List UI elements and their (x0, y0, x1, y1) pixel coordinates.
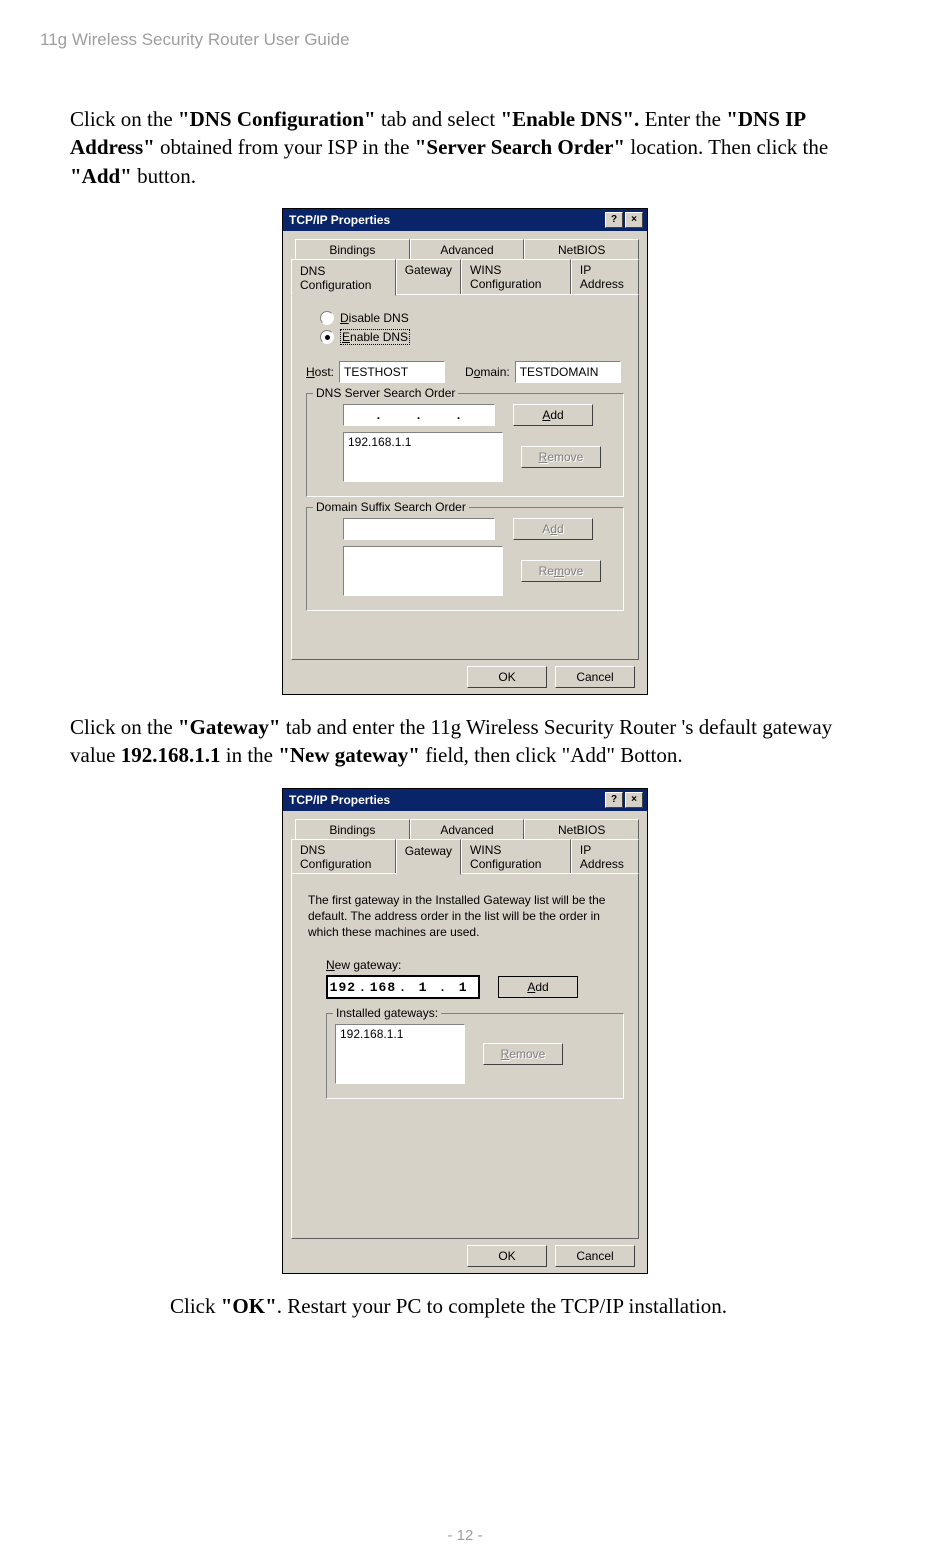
tab-advanced[interactable]: Advanced (410, 239, 525, 260)
gateway-properties-dialog: TCP/IP Properties ? × Bindings Advanced … (282, 788, 648, 1274)
tab-dns-configuration[interactable]: DNS Configuration (291, 839, 396, 874)
ok-button[interactable]: OK (467, 1245, 547, 1267)
ok-button[interactable]: OK (467, 666, 547, 688)
titlebar: TCP/IP Properties ? × (283, 789, 647, 811)
tab-bindings[interactable]: Bindings (295, 239, 410, 260)
tab-advanced[interactable]: Advanced (410, 819, 525, 840)
dialog-title: TCP/IP Properties (289, 213, 390, 227)
cancel-button[interactable]: Cancel (555, 1245, 635, 1267)
tab-gateway[interactable]: Gateway (396, 839, 461, 875)
suffix-remove-button[interactable]: Remove (521, 560, 601, 582)
installed-gateways-group: Installed gateways: 192.168.1.1 Remove (326, 1013, 624, 1099)
dns-properties-dialog: TCP/IP Properties ? × Bindings Advanced … (282, 208, 648, 695)
domain-suffix-group: Domain Suffix Search Order Add Remove (306, 507, 624, 611)
installed-gateways-label: Installed gateways: (333, 1006, 441, 1020)
titlebar: TCP/IP Properties ? × (283, 209, 647, 231)
new-gateway-label: New gateway: (326, 958, 624, 972)
gateway-remove-button[interactable]: Remove (483, 1043, 563, 1065)
tab-netbios[interactable]: NetBIOS (524, 239, 639, 260)
paragraph-3: Click "OK". Restart your PC to complete … (170, 1292, 860, 1320)
dns-add-button[interactable]: Add (513, 404, 593, 426)
dns-ip-input[interactable]: ... (343, 404, 495, 426)
suffix-list[interactable] (343, 546, 503, 596)
tab-netbios[interactable]: NetBIOS (524, 819, 639, 840)
new-gateway-input[interactable]: 192.168.1.1 (326, 975, 480, 999)
domain-input[interactable]: TESTDOMAIN (515, 361, 621, 383)
suffix-add-button[interactable]: Add (513, 518, 593, 540)
tab-gateway[interactable]: Gateway (396, 259, 461, 295)
close-icon[interactable]: × (625, 792, 643, 808)
tab-ip-address[interactable]: IP Address (571, 259, 639, 295)
tab-wins[interactable]: WINS Configuration (461, 839, 571, 874)
close-icon[interactable]: × (625, 212, 643, 228)
dns-remove-button[interactable]: Remove (521, 446, 601, 468)
suffix-input[interactable] (343, 518, 495, 540)
installed-gateways-list[interactable]: 192.168.1.1 (335, 1024, 465, 1084)
enable-dns-radio[interactable] (320, 330, 334, 344)
domain-label: Domain: (465, 365, 510, 379)
tab-wins[interactable]: WINS Configuration (461, 259, 571, 295)
host-input[interactable]: TESTHOST (339, 361, 445, 383)
dialog-title: TCP/IP Properties (289, 793, 390, 807)
paragraph-1: Click on the "DNS Configuration" tab and… (70, 105, 860, 190)
gateway-add-button[interactable]: Add (498, 976, 578, 998)
disable-dns-label: Disable DNS (340, 311, 409, 325)
help-icon[interactable]: ? (605, 212, 623, 228)
paragraph-2: Click on the "Gateway" tab and enter the… (70, 713, 860, 770)
dns-server-search-order-group: DNS Server Search Order ... Add 192.168.… (306, 393, 624, 497)
tab-bindings[interactable]: Bindings (295, 819, 410, 840)
cancel-button[interactable]: Cancel (555, 666, 635, 688)
dns-list[interactable]: 192.168.1.1 (343, 432, 503, 482)
host-label: Host: (306, 365, 334, 379)
enable-dns-label: Enable DNS (340, 329, 410, 345)
tab-dns-configuration[interactable]: DNS Configuration (291, 259, 396, 296)
tab-ip-address[interactable]: IP Address (571, 839, 639, 874)
disable-dns-radio[interactable] (320, 311, 334, 325)
gateway-intro-text: The first gateway in the Installed Gatew… (308, 892, 622, 941)
page-header: 11g Wireless Security Router User Guide (40, 30, 890, 50)
page-number: - 12 - (0, 1527, 930, 1544)
help-icon[interactable]: ? (605, 792, 623, 808)
